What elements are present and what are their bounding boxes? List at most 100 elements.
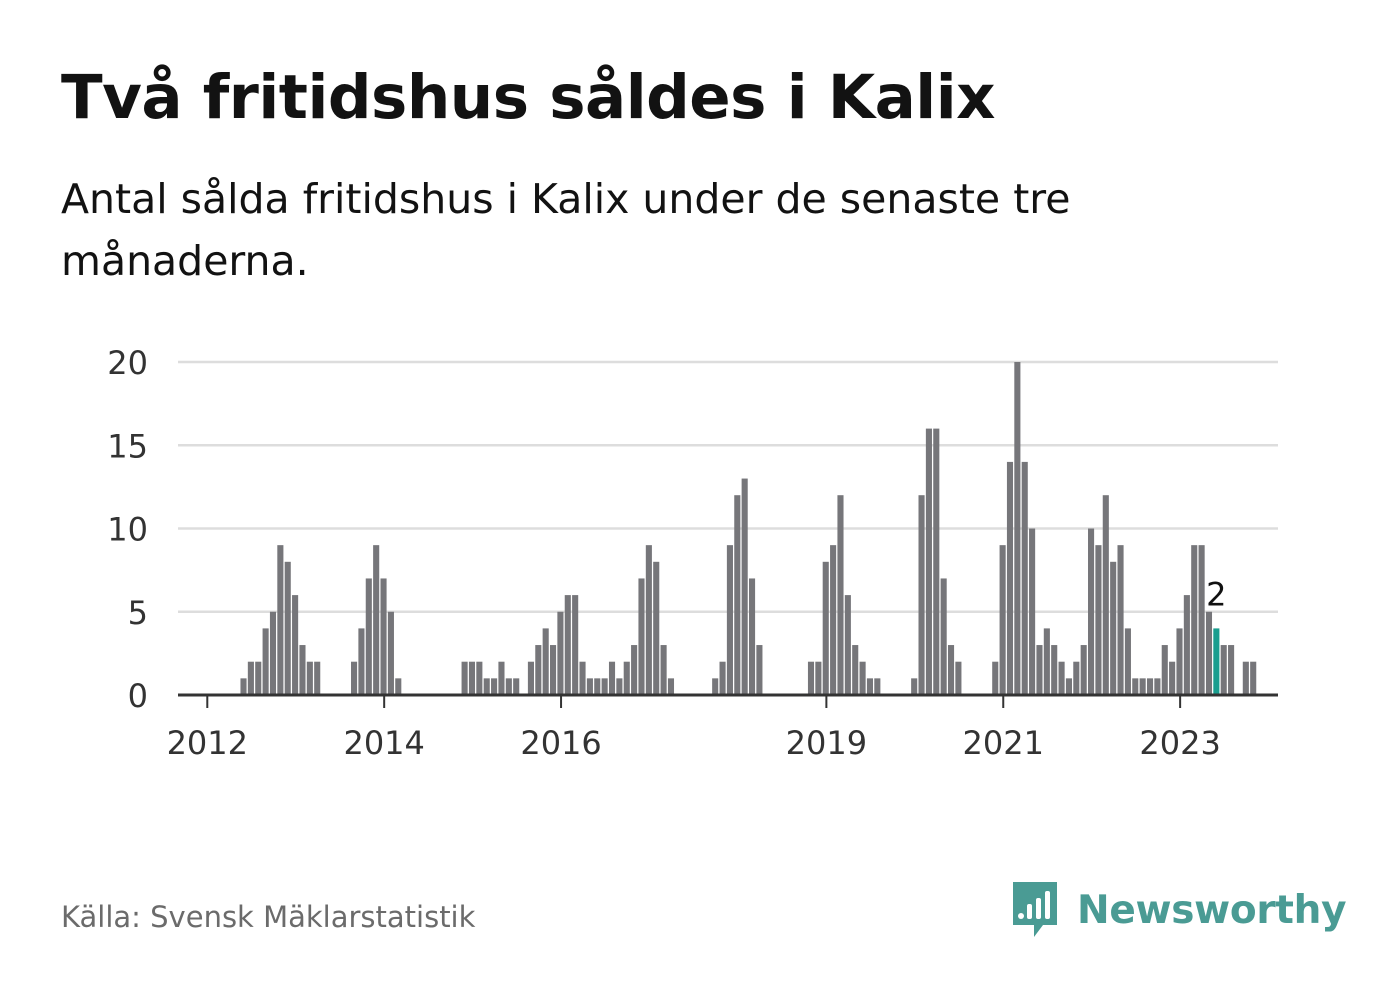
bar [1183, 595, 1190, 695]
x-tick-label: 2014 [343, 724, 424, 762]
bar [955, 661, 962, 695]
bar [712, 678, 719, 695]
bar [594, 678, 601, 695]
brand-logo: Newsworthy [1010, 878, 1347, 942]
bar [1169, 661, 1176, 695]
bar [505, 678, 512, 695]
bar [925, 428, 932, 695]
bar [947, 645, 955, 695]
bar [306, 661, 313, 695]
bar [911, 678, 918, 695]
bar [461, 661, 468, 695]
x-tick-label: 2021 [963, 724, 1044, 762]
bar [240, 678, 247, 695]
bar [756, 645, 763, 695]
bar [992, 661, 999, 695]
bar [513, 678, 520, 695]
bar [822, 561, 829, 695]
bar [373, 545, 380, 695]
bar [645, 545, 652, 695]
bar [1220, 645, 1227, 695]
bar [542, 628, 549, 695]
bar [815, 661, 822, 695]
bar [1154, 678, 1161, 695]
bar [933, 428, 940, 695]
bar [1080, 645, 1087, 695]
bar [1117, 545, 1124, 695]
bar [314, 661, 321, 695]
bar [623, 661, 630, 695]
bar [1139, 678, 1146, 695]
bar [748, 578, 756, 695]
bar [653, 561, 660, 695]
bar [1102, 495, 1109, 695]
x-tick-label: 2023 [1139, 724, 1220, 762]
bar [1029, 528, 1036, 695]
bar [616, 678, 623, 695]
bar [1132, 678, 1139, 695]
bar [483, 678, 490, 695]
y-tick-label: 10 [107, 511, 148, 549]
bar [638, 578, 645, 695]
bar [1176, 628, 1183, 695]
bar [1088, 528, 1095, 695]
bar [601, 678, 608, 695]
bar [1161, 645, 1168, 695]
bar [660, 645, 667, 695]
bar [1073, 661, 1080, 695]
highlighted-bar [1213, 628, 1220, 695]
bar [844, 595, 851, 695]
bar [631, 645, 638, 695]
bar [299, 645, 306, 695]
bar [255, 661, 262, 695]
bar [387, 611, 394, 695]
y-tick-label: 20 [107, 344, 148, 382]
bar [1036, 645, 1043, 695]
bar [1191, 545, 1198, 695]
bar [1124, 628, 1131, 695]
bar [999, 545, 1006, 695]
chart-title: Två fritidshus såldes i Kalix [61, 62, 995, 133]
bar [837, 495, 844, 695]
bar [807, 661, 815, 695]
bar [395, 678, 402, 695]
bar [852, 645, 859, 695]
bar [726, 545, 733, 695]
x-tick-label: 2016 [520, 724, 601, 762]
bar [918, 495, 925, 695]
bar [1228, 645, 1235, 695]
newsworthy-logo-icon [1013, 882, 1057, 937]
bar [1095, 545, 1102, 695]
bar [1021, 461, 1028, 695]
highlight-value-label: 2 [1206, 575, 1226, 613]
bar [351, 661, 358, 695]
bar [535, 645, 542, 695]
y-tick-label: 5 [128, 594, 148, 632]
bar [1198, 545, 1205, 695]
bar [491, 678, 498, 695]
bar [1065, 678, 1072, 695]
bar [586, 678, 593, 695]
bar [859, 661, 866, 695]
bar [940, 578, 947, 695]
bar [284, 561, 291, 695]
x-tick-label: 2012 [167, 724, 248, 762]
brand-name: Newsworthy [1077, 887, 1347, 933]
bar [741, 478, 748, 695]
y-tick-label: 0 [128, 677, 148, 715]
bar [1110, 561, 1117, 695]
bar [292, 595, 299, 695]
y-tick-label: 15 [107, 427, 148, 465]
bar [874, 678, 881, 695]
bar [1006, 461, 1014, 695]
bar [579, 661, 586, 695]
bar [719, 661, 726, 695]
bar [830, 545, 837, 695]
bar-chart: 0 5 10 15 20 2012 2014 2016 2019 2021 2023 2 [107, 344, 1278, 762]
bar [269, 611, 277, 695]
bar [1051, 645, 1058, 695]
bar [365, 578, 372, 695]
bar [608, 661, 616, 695]
bar [1205, 611, 1213, 695]
bar [572, 595, 579, 695]
